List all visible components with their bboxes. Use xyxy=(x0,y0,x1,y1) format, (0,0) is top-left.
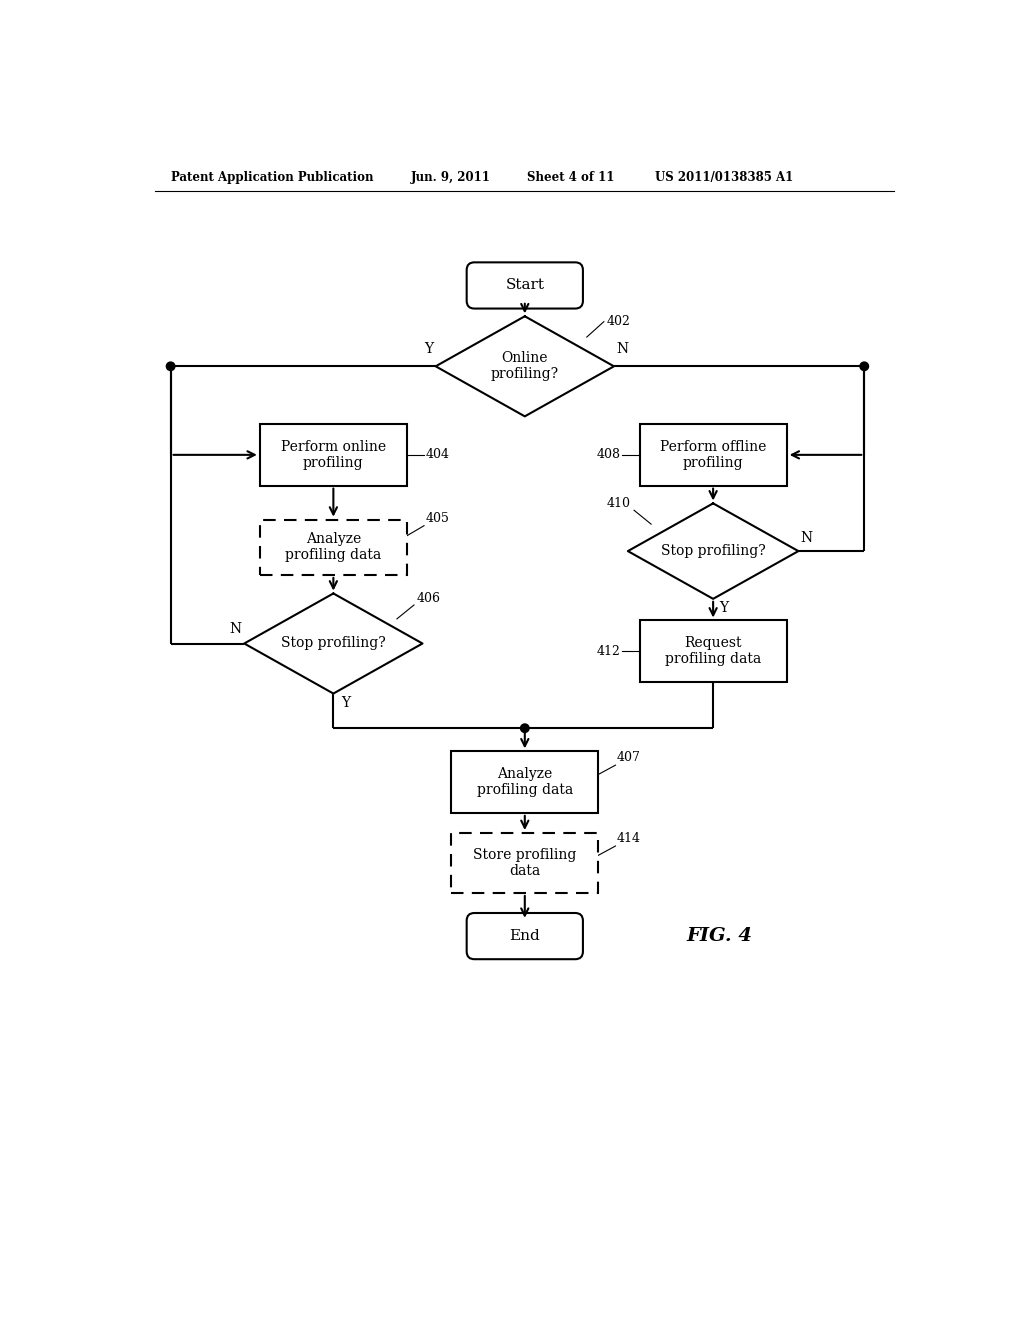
Text: 414: 414 xyxy=(617,832,641,845)
Text: 410: 410 xyxy=(607,498,631,511)
Bar xyxy=(260,424,407,486)
Text: Start: Start xyxy=(505,279,545,293)
FancyBboxPatch shape xyxy=(467,263,583,309)
Text: N: N xyxy=(800,531,812,545)
Polygon shape xyxy=(628,503,799,599)
Text: Analyze
profiling data: Analyze profiling data xyxy=(286,532,382,562)
Text: 402: 402 xyxy=(607,315,631,329)
Circle shape xyxy=(166,362,175,371)
Text: Online
profiling?: Online profiling? xyxy=(490,351,559,381)
Text: Y: Y xyxy=(719,601,728,615)
Text: Store profiling
data: Store profiling data xyxy=(473,847,577,878)
Bar xyxy=(640,424,786,486)
Text: 404: 404 xyxy=(426,449,450,462)
Text: 407: 407 xyxy=(617,751,641,764)
Text: Stop profiling?: Stop profiling? xyxy=(660,544,766,558)
Text: N: N xyxy=(229,622,242,636)
Bar xyxy=(260,520,407,576)
Polygon shape xyxy=(435,317,614,416)
Bar xyxy=(452,833,598,894)
Text: Y: Y xyxy=(341,696,350,710)
Text: Patent Application Publication: Patent Application Publication xyxy=(171,172,373,185)
Text: 406: 406 xyxy=(417,591,441,605)
FancyBboxPatch shape xyxy=(467,913,583,960)
Bar xyxy=(640,620,786,682)
Text: FIG. 4: FIG. 4 xyxy=(686,927,752,945)
Text: Stop profiling?: Stop profiling? xyxy=(281,636,386,651)
Text: Perform online
profiling: Perform online profiling xyxy=(281,440,386,470)
Text: Analyze
profiling data: Analyze profiling data xyxy=(477,767,572,797)
Text: Perform offline
profiling: Perform offline profiling xyxy=(659,440,766,470)
Polygon shape xyxy=(245,594,423,693)
Text: 405: 405 xyxy=(426,512,450,525)
Circle shape xyxy=(520,723,529,733)
Text: Request
profiling data: Request profiling data xyxy=(665,636,761,667)
Circle shape xyxy=(860,362,868,371)
Text: End: End xyxy=(509,929,541,942)
Text: Y: Y xyxy=(424,342,433,356)
Text: 412: 412 xyxy=(597,644,621,657)
Text: Jun. 9, 2011: Jun. 9, 2011 xyxy=(411,172,490,185)
Text: 408: 408 xyxy=(597,449,621,462)
Text: US 2011/0138385 A1: US 2011/0138385 A1 xyxy=(655,172,794,185)
Text: Sheet 4 of 11: Sheet 4 of 11 xyxy=(527,172,614,185)
Text: N: N xyxy=(616,342,629,356)
Bar xyxy=(452,751,598,813)
